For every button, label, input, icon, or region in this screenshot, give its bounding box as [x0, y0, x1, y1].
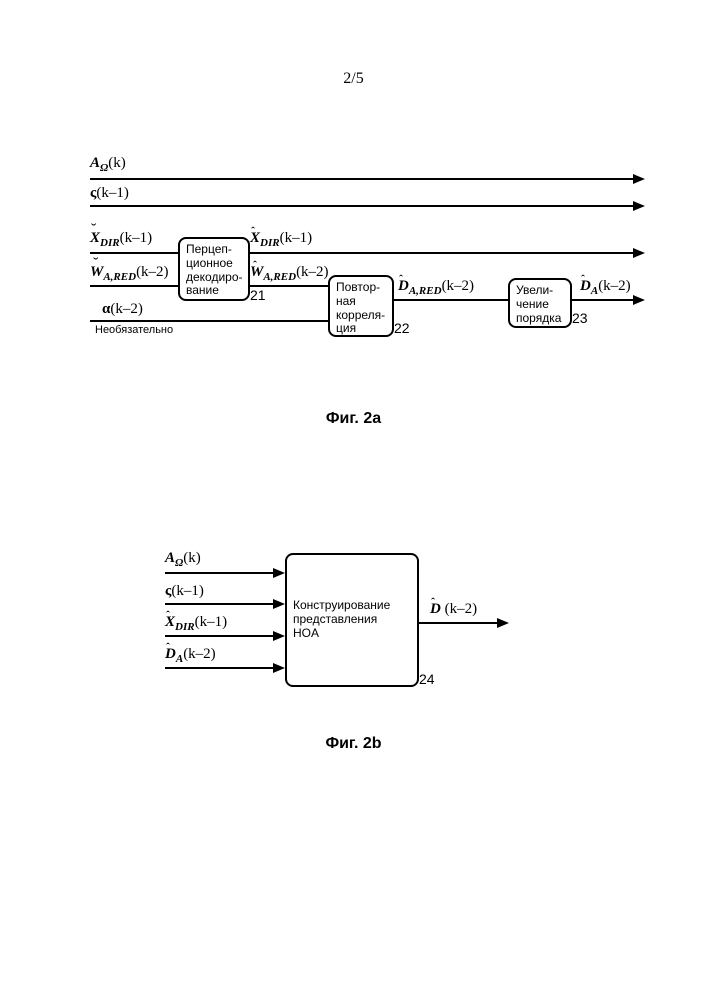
box-22: Повтор- ная корреля- ция [328, 275, 394, 337]
line-d-out [568, 299, 633, 301]
box-21-text: Перцеп- ционное декодиро- вание [186, 242, 243, 297]
label-w-out: WA,RED(k–2) [250, 264, 329, 283]
line-xdir-in [90, 252, 178, 254]
figure-2a: AΩ(k) ς(k–1) ˘ XDIR(k–1) ˆ XDIR(k–1) ˘ W… [90, 175, 650, 390]
line-sigma [90, 205, 633, 207]
label-sigma: ς(k–1) [90, 185, 129, 202]
caption-2b: Фиг. 2b [0, 735, 707, 753]
box-21-num: 21 [250, 287, 266, 303]
box-24-num: 24 [419, 671, 435, 687]
arrow-xdir-out [633, 248, 645, 258]
line-xdir-out [246, 252, 633, 254]
label-a-omega: AΩ(k) [90, 155, 126, 174]
caption-2a: Фиг. 2a [0, 410, 707, 428]
label2b-dout: D (k–2) [430, 601, 477, 618]
line-w-in [90, 285, 178, 287]
page-number: 2/5 [0, 70, 707, 88]
page: 2/5 AΩ(k) ς(k–1) ˘ XDIR(k–1) ˆ XDIR(k–1)… [0, 0, 707, 999]
box-23: Увели- чение порядка [508, 278, 572, 328]
label2b-a-omega: AΩ(k) [165, 550, 201, 569]
box-23-text: Увели- чение порядка [516, 283, 561, 325]
label2b-da: DA(k–2) [165, 646, 216, 665]
label2b-sigma: ς(k–1) [165, 583, 204, 600]
line-d-mid [390, 299, 508, 301]
box-24: Конструирование представления HOA [285, 553, 419, 687]
figure-2b: AΩ(k) ς(k–1) ˆ XDIR(k–1) ˆ DA(k–2) Конст… [165, 555, 565, 735]
line2b-da [165, 667, 273, 669]
note-optional: Необязательно [95, 324, 173, 336]
label-w-in: WA,RED(k–2) [90, 264, 169, 283]
arrow2b-dout [497, 618, 509, 628]
line-alpha [90, 320, 328, 322]
arrow2b-sigma [273, 599, 285, 609]
label-alpha: α(k–2) [102, 301, 143, 318]
line2b-dout [417, 622, 497, 624]
label-d-out: DA(k–2) [580, 278, 631, 297]
label2b-x: XDIR(k–1) [165, 614, 227, 633]
box-22-text: Повтор- ная корреля- ция [336, 280, 385, 335]
arrow-sigma [633, 201, 645, 211]
box-23-num: 23 [572, 310, 588, 326]
arrow-a-omega [633, 174, 645, 184]
label-xdir-in: XDIR(k–1) [90, 230, 152, 249]
arrow2b-x [273, 631, 285, 641]
line2b-a [165, 572, 273, 574]
box-22-num: 22 [394, 320, 410, 336]
arrow2b-da [273, 663, 285, 673]
arrow-d-out [633, 295, 645, 305]
label-xdir-out: XDIR(k–1) [250, 230, 312, 249]
label-d-mid: DA,RED(k–2) [398, 278, 474, 297]
line-a-omega [90, 178, 633, 180]
box-21: Перцеп- ционное декодиро- вание [178, 237, 250, 301]
box-24-text: Конструирование представления HOA [293, 599, 390, 640]
line2b-sigma [165, 603, 273, 605]
arrow2b-a [273, 568, 285, 578]
line2b-x [165, 635, 273, 637]
